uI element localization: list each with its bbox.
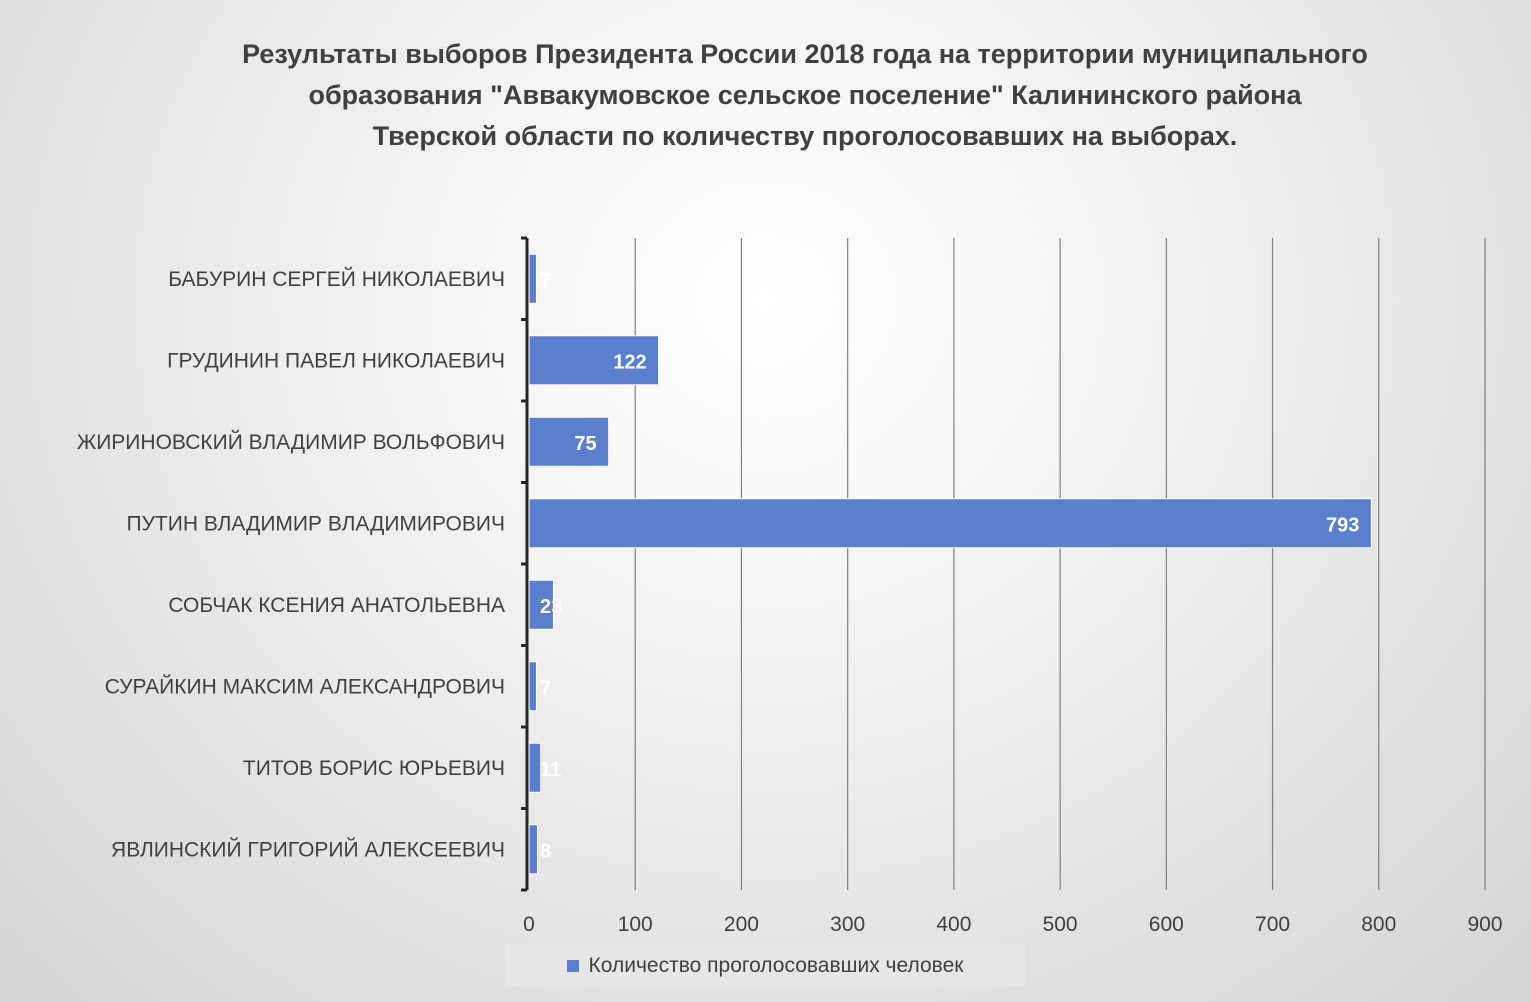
data-label: 23 xyxy=(540,596,562,618)
category-label: ПУТИН ВЛАДИМИР ВЛАДИМИРОВИЧ xyxy=(127,512,506,535)
x-tick-label: 500 xyxy=(1043,913,1078,936)
category-label: СОБЧАК КСЕНИЯ АНАТОЛЬЕВНА xyxy=(168,594,505,617)
bars xyxy=(528,253,1372,875)
bar xyxy=(528,416,610,467)
bar xyxy=(528,498,1372,549)
category-label: ГРУДИНИН ПАВЕЛ НИКОЛАЕВИЧ xyxy=(167,349,505,372)
bar xyxy=(528,661,537,712)
legend-swatch-icon xyxy=(566,960,579,972)
legend-label: Количество проголосовавших человек xyxy=(588,954,964,977)
data-label: 8 xyxy=(540,840,551,862)
data-label: 75 xyxy=(574,433,596,455)
x-tick-label: 100 xyxy=(618,913,653,936)
bar xyxy=(528,579,554,630)
data-label: 11 xyxy=(540,759,561,781)
x-tick-label: 400 xyxy=(936,913,971,936)
data-label: 122 xyxy=(613,351,646,373)
data-labels: 7 122 75 793 23 7 11 8 xyxy=(540,270,1359,863)
bar xyxy=(528,824,538,875)
chart-title-line-3: Тверской области по количеству проголосо… xyxy=(372,121,1238,151)
x-tick-label: 800 xyxy=(1361,913,1396,936)
data-label: 7 xyxy=(540,270,551,292)
legend: Количество проголосовавших человек xyxy=(505,945,1025,987)
x-tick-label: 200 xyxy=(724,913,759,936)
category-label: СУРАЙКИН МАКСИМ АЛЕКСАНДРОВИЧ xyxy=(105,674,505,698)
data-label: 793 xyxy=(1326,514,1359,536)
category-label: БАБУРИН СЕРГЕЙ НИКОЛАЕВИЧ xyxy=(168,267,505,291)
category-label: ЯВЛИНСКИЙ ГРИГОРИЙ АЛЕКСЕЕВИЧ xyxy=(111,837,505,861)
bar xyxy=(528,253,537,304)
x-tick-label: 700 xyxy=(1255,913,1290,936)
gridlines xyxy=(634,238,1486,890)
category-label: ТИТОВ БОРИС ЮРЬЕВИЧ xyxy=(243,757,505,780)
chart-title-line-2: образования "Аввакумовское сельское посе… xyxy=(308,80,1302,110)
data-label: 7 xyxy=(540,677,551,699)
chart-title: Результаты выборов Президента России 201… xyxy=(100,34,1510,157)
chart-title-line-1: Результаты выборов Президента России 201… xyxy=(242,39,1368,69)
x-tick-label: 600 xyxy=(1149,913,1184,936)
x-tick-label: 0 xyxy=(523,913,535,936)
category-axis: БАБУРИН СЕРГЕЙ НИКОЛАЕВИЧ ГРУДИНИН ПАВЕЛ … xyxy=(77,236,529,892)
x-tick-label: 300 xyxy=(830,913,865,936)
x-tick-label: 900 xyxy=(1467,913,1502,936)
bar xyxy=(528,742,542,793)
category-label: ЖИРИНОВСКИЙ ВЛАДИМИР ВОЛЬФОВИЧ xyxy=(77,430,505,454)
bar xyxy=(528,335,660,386)
value-axis: 0 100 200 300 400 500 600 700 800 900 xyxy=(523,913,1502,936)
